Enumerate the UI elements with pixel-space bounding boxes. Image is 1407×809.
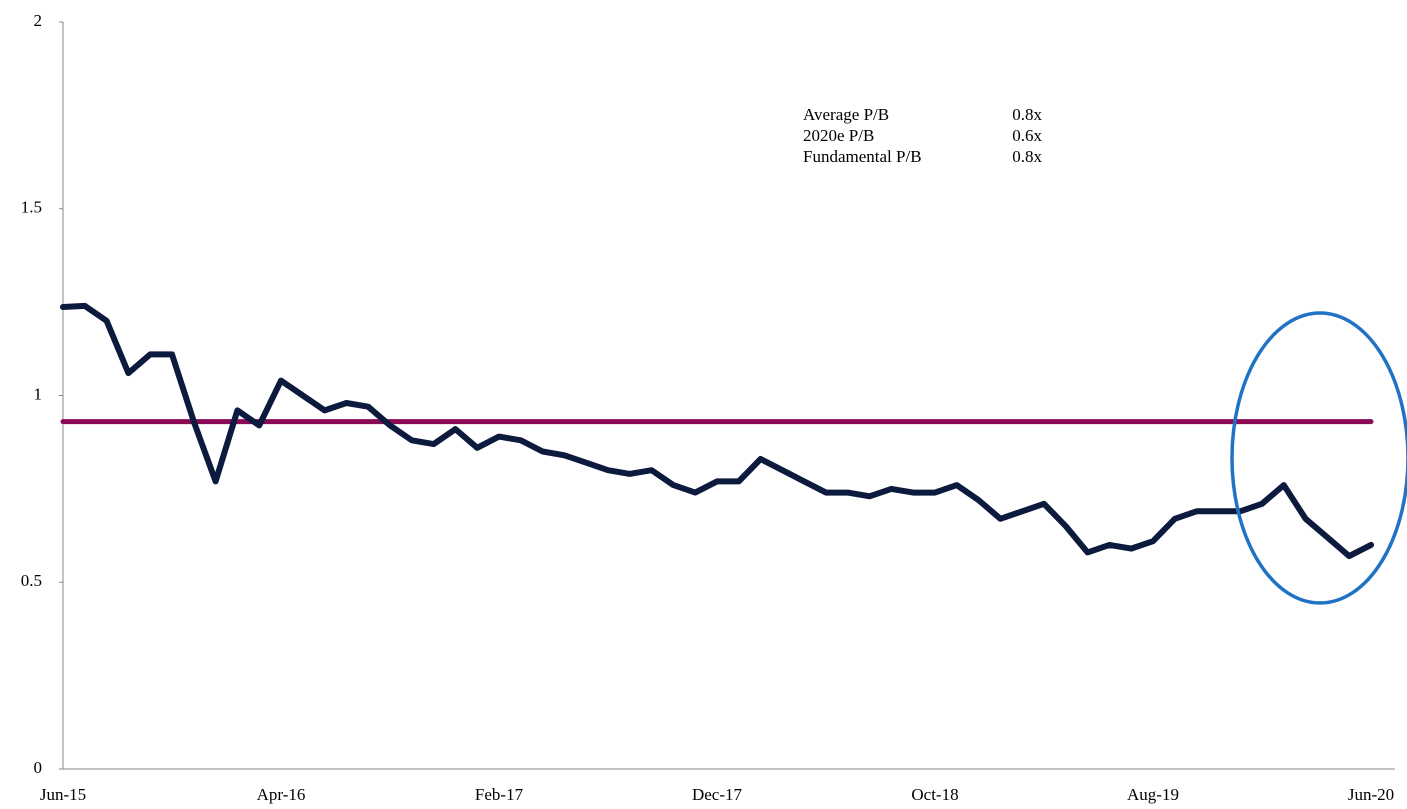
plot-area <box>60 302 1374 560</box>
x-tick-label: Feb-17 <box>475 785 524 804</box>
annotation-label: 2020e P/B <box>803 126 874 145</box>
x-tick-label: Dec-17 <box>692 785 743 804</box>
annotation-box: Average P/B 0.8x 2020e P/B 0.6x Fundamental … <box>803 105 1043 166</box>
x-tick-label: Jun-15 <box>40 785 86 804</box>
y-tick-label: 1.5 <box>21 198 42 217</box>
y-tick-label: 0.5 <box>21 571 42 590</box>
annotation-value: 0.6x <box>1012 126 1042 145</box>
y-tick-label: 2 <box>34 11 43 30</box>
x-tick-label: Oct-18 <box>911 785 958 804</box>
highlight-ellipse <box>1230 311 1407 605</box>
x-tick-label: Apr-16 <box>257 785 306 804</box>
annotation-value: 0.8x <box>1012 105 1042 124</box>
x-tick-label: Aug-19 <box>1127 785 1179 804</box>
annotation-value: 0.8x <box>1012 147 1042 166</box>
series-line <box>60 302 1374 560</box>
y-tick-label: 0 <box>34 758 43 777</box>
annotation-label: Fundamental P/B <box>803 147 922 166</box>
annotation-label: Average P/B <box>803 105 889 124</box>
x-tick-label: Jun-20 <box>1348 785 1394 804</box>
y-tick-label: 1 <box>34 384 43 403</box>
